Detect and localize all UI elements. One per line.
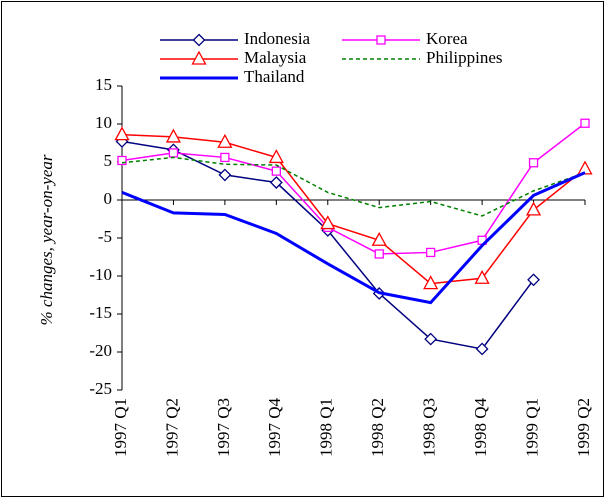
y-axis-title: % changes, year-on-year: [37, 154, 56, 325]
marker: [191, 50, 207, 65]
marker: [528, 158, 539, 168]
series-line: [121, 133, 586, 285]
marker: [426, 247, 436, 258]
y-tick-label: 5: [104, 151, 113, 170]
marker: [371, 231, 387, 246]
legend-label: Indonesia: [244, 29, 311, 48]
marker: [165, 128, 182, 143]
legend-label: Korea: [426, 29, 468, 48]
marker: [580, 118, 590, 128]
x-tick-label: 1998 Q1: [317, 398, 336, 457]
series-line: [121, 122, 586, 255]
marker: [217, 133, 233, 148]
x-tick-label: 1997 Q3: [214, 398, 233, 457]
legend-label: Malaysia: [244, 48, 307, 67]
marker: [320, 215, 336, 230]
y-tick-label: -10: [89, 265, 112, 284]
x-tick-label: 1998 Q4: [471, 398, 490, 458]
x-tick-label: 1997 Q4: [265, 398, 284, 458]
y-tick-label: 0: [104, 189, 113, 208]
marker: [114, 126, 130, 141]
y-tick-label: -25: [89, 379, 112, 398]
legend-label: Thailand: [244, 67, 305, 86]
x-tick-label: 1998 Q2: [368, 398, 387, 457]
marker: [117, 155, 127, 166]
marker: [423, 275, 439, 290]
marker: [271, 166, 281, 176]
marker: [474, 269, 490, 284]
x-tick-label: 1997 Q2: [162, 398, 181, 457]
marker: [192, 33, 206, 47]
marker: [527, 273, 540, 287]
y-tick-label: 15: [95, 75, 112, 94]
marker: [374, 249, 384, 259]
marker: [424, 332, 438, 346]
y-tick-label: -15: [89, 303, 112, 322]
y-tick-label: -5: [98, 227, 112, 246]
x-tick-label: 1997 Q1: [111, 398, 130, 457]
y-tick-label: 10: [95, 113, 112, 132]
marker: [218, 168, 232, 182]
marker: [220, 152, 230, 163]
marker: [376, 35, 386, 45]
series-line: [121, 156, 586, 217]
marker: [269, 176, 283, 189]
marker: [525, 201, 542, 216]
legend-label: Philippines: [426, 48, 503, 67]
series-line: [121, 171, 586, 305]
marker: [268, 149, 284, 164]
y-tick-label: -20: [89, 341, 112, 360]
x-tick-label: 1999 Q2: [574, 398, 593, 457]
x-tick-label: 1999 Q1: [522, 398, 541, 457]
marker: [168, 148, 179, 158]
x-tick-label: 1998 Q3: [420, 398, 439, 457]
marker: [475, 342, 489, 356]
